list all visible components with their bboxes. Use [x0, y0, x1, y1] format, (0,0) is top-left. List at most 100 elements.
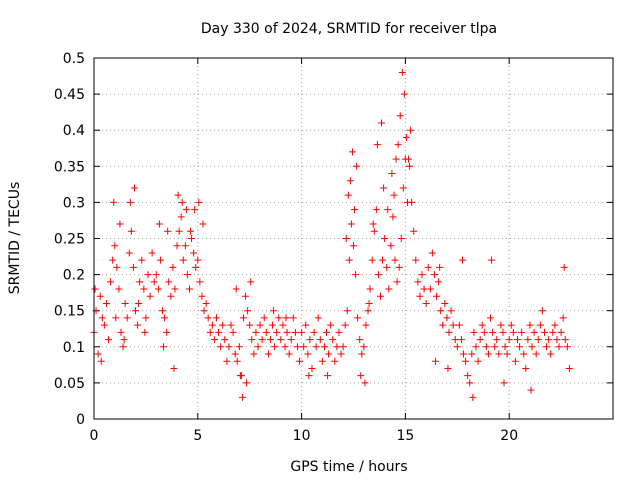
- data-point: [306, 336, 314, 344]
- data-point: [212, 314, 220, 322]
- data-point: [305, 372, 313, 380]
- data-point: [331, 357, 339, 365]
- y-tick-label: 0.3: [63, 195, 85, 211]
- data-point: [225, 343, 233, 351]
- data-point: [202, 299, 210, 307]
- data-point: [453, 343, 461, 351]
- data-point: [339, 343, 347, 351]
- data-point: [173, 242, 181, 250]
- data-point: [192, 263, 200, 271]
- data-point: [381, 235, 389, 242]
- plot-frame: [93, 57, 614, 420]
- data-point: [182, 206, 190, 214]
- data-point: [466, 379, 474, 387]
- data-point: [474, 357, 482, 365]
- data-point: [314, 314, 322, 322]
- data-point: [243, 379, 251, 387]
- data-point: [549, 328, 557, 336]
- data-point: [389, 213, 397, 221]
- data-point: [437, 307, 445, 315]
- data-point: [140, 285, 148, 293]
- data-point: [239, 314, 247, 322]
- data-point: [414, 278, 422, 286]
- data-point: [528, 343, 536, 351]
- data-point: [391, 256, 399, 264]
- data-point: [343, 307, 351, 315]
- data-point: [443, 314, 451, 322]
- data-point: [469, 393, 477, 401]
- data-point: [482, 343, 490, 351]
- data-point: [420, 285, 428, 293]
- data-point: [304, 350, 312, 358]
- data-point: [136, 278, 144, 286]
- x-tick-label: 5: [193, 428, 202, 444]
- data-point: [170, 364, 178, 372]
- data-point: [229, 328, 237, 336]
- data-point: [258, 336, 266, 344]
- data-point: [165, 278, 173, 286]
- data-point: [432, 357, 440, 365]
- data-point: [346, 177, 354, 185]
- data-point: [200, 307, 208, 315]
- data-point: [179, 256, 187, 264]
- data-point: [196, 278, 204, 286]
- data-point: [522, 364, 530, 372]
- data-point: [270, 307, 278, 315]
- data-point: [298, 328, 306, 336]
- data-point: [451, 336, 459, 344]
- data-point: [300, 343, 308, 351]
- data-point: [538, 307, 546, 315]
- data-point: [194, 256, 202, 264]
- data-point: [178, 198, 186, 206]
- data-point: [335, 328, 343, 336]
- data-point: [366, 285, 374, 293]
- data-point: [144, 271, 152, 279]
- y-tick-label: 0: [76, 412, 85, 428]
- chart-title: Day 330 of 2024, SRMTID for receiver tlp…: [201, 21, 497, 37]
- data-point: [256, 321, 264, 329]
- data-point: [231, 350, 239, 358]
- data-point: [199, 220, 207, 228]
- data-point: [553, 336, 561, 344]
- data-point: [163, 328, 171, 336]
- data-point: [565, 364, 573, 372]
- data-point: [497, 321, 505, 329]
- data-point: [435, 278, 443, 286]
- data-point: [390, 191, 398, 199]
- data-point: [320, 343, 328, 351]
- data-point: [351, 206, 359, 214]
- data-point: [526, 321, 534, 329]
- data-point: [524, 336, 532, 344]
- data-point: [156, 256, 164, 264]
- data-point: [312, 343, 320, 351]
- data-point: [279, 321, 287, 329]
- data-point: [426, 285, 434, 293]
- data-point: [352, 271, 360, 279]
- data-point: [150, 278, 158, 286]
- data-point: [187, 227, 195, 235]
- data-point: [347, 220, 355, 228]
- data-point: [227, 321, 235, 329]
- data-point: [175, 227, 183, 235]
- data-point: [398, 68, 406, 76]
- data-point: [412, 256, 420, 264]
- data-point: [160, 343, 168, 351]
- data-point: [117, 328, 125, 336]
- data-point: [198, 292, 206, 300]
- data-point: [164, 227, 172, 235]
- data-point: [310, 328, 318, 336]
- axis-ticks: 0 0.05 0.1 0.15 0.2 0.25 0.3 0.35 0.4 0.45 0.5 0 5 10…: [54, 51, 613, 444]
- data-point: [185, 285, 193, 293]
- y-tick-label: 0.15: [54, 304, 85, 320]
- data-point: [246, 321, 254, 329]
- data-point: [98, 314, 106, 322]
- data-point: [555, 343, 563, 351]
- data-point: [484, 350, 492, 358]
- data-point: [161, 314, 169, 322]
- data-point: [540, 328, 548, 336]
- data-point: [271, 343, 279, 351]
- data-point: [154, 285, 162, 293]
- data-point: [407, 126, 415, 134]
- data-point: [266, 336, 274, 344]
- y-tick-label: 0.35: [54, 159, 85, 175]
